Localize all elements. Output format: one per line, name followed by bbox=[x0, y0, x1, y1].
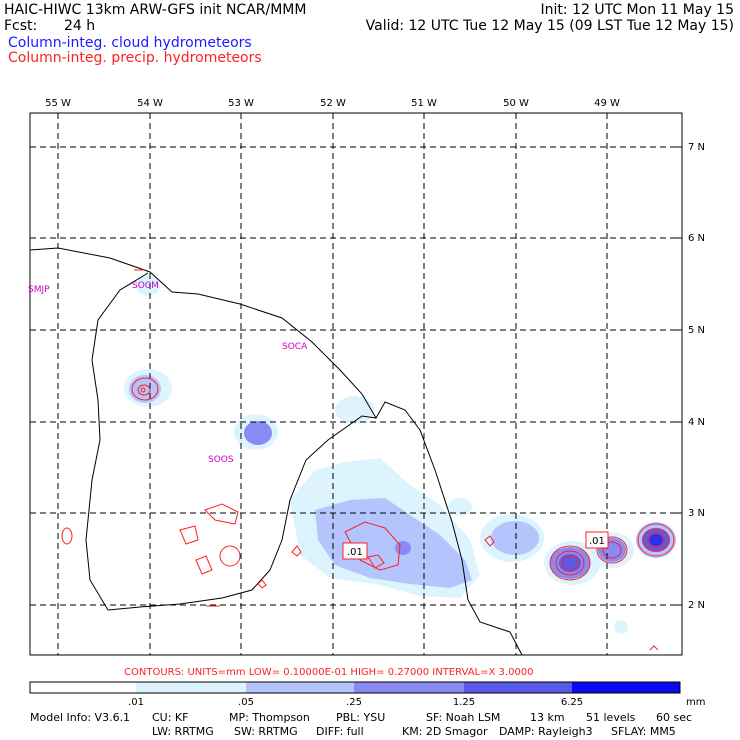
cumulus-scheme: CU: KF bbox=[152, 711, 189, 724]
plot-title: HAIC-HIWC 13km ARW-GFS init NCAR/MMM bbox=[4, 2, 307, 18]
contour-value-label: .01 bbox=[589, 536, 605, 547]
lat-label: 3 N bbox=[688, 508, 705, 519]
contour-label-boxes bbox=[342, 531, 609, 560]
grid-spacing: 13 km bbox=[530, 711, 565, 724]
legend-cloud-hydrometeors: Column-integ. cloud hydrometeors bbox=[8, 35, 252, 51]
pbl-scheme: PBL: YSU bbox=[336, 711, 386, 724]
time-step: 60 sec bbox=[656, 711, 693, 724]
lon-label: 50 W bbox=[503, 98, 529, 109]
damping-option: DAMP: Rayleigh3 bbox=[499, 725, 593, 738]
lon-label: 53 W bbox=[228, 98, 254, 109]
surface-scheme: SF: Noah LSM bbox=[426, 711, 501, 724]
lat-label: 6 N bbox=[688, 233, 705, 244]
station-label: SMJP bbox=[28, 285, 50, 295]
contour-info: CONTOURS: UNITS=mm LOW= 0.10000E-01 HIGH… bbox=[124, 667, 534, 678]
init-time: Init: 12 UTC Mon 11 May 15 bbox=[540, 2, 734, 18]
station-label: SOCA bbox=[282, 342, 308, 352]
coastline bbox=[29, 247, 523, 656]
lon-label: 49 W bbox=[594, 98, 620, 109]
lat-label: 4 N bbox=[688, 417, 705, 428]
lon-label: 55 W bbox=[45, 98, 71, 109]
model-version: Model Info: V3.6.1 bbox=[30, 711, 131, 724]
latitude-labels: 7 N 6 N 5 N 4 N 3 N 2 N bbox=[688, 142, 705, 611]
tick-marks bbox=[674, 146, 682, 606]
contour-value-label: .01 bbox=[347, 547, 363, 558]
station-label: SOOS bbox=[208, 455, 234, 465]
lat-label: 5 N bbox=[688, 325, 705, 336]
precip-contours bbox=[61, 269, 675, 651]
colorbar-tick: 6.25 bbox=[561, 697, 583, 708]
map-frame bbox=[29, 112, 683, 656]
longitude-labels: 55 W 54 W 53 W 52 W 51 W 50 W 49 W bbox=[45, 98, 620, 109]
longwave-scheme: LW: RRTMG bbox=[152, 725, 214, 738]
lon-label: 54 W bbox=[137, 98, 163, 109]
colorbar-ticks: .01 .05 .25 1.25 6.25 mm bbox=[128, 697, 705, 708]
colorbar-units: mm bbox=[686, 697, 705, 708]
surface-layer-option: SFLAY: MM5 bbox=[611, 725, 676, 738]
forecast-label: Fcst: bbox=[4, 18, 38, 34]
microphysics-scheme: MP: Thompson bbox=[229, 711, 310, 724]
contour-value-labels: .01 .01 bbox=[347, 536, 605, 558]
km-option: KM: 2D Smagor bbox=[402, 725, 488, 738]
lon-label: 51 W bbox=[411, 98, 437, 109]
grid-lines bbox=[30, 113, 682, 655]
legend-precip-hydrometeors: Column-integ. precip. hydrometeors bbox=[8, 50, 262, 66]
vertical-levels: 51 levels bbox=[586, 711, 636, 724]
colorbar bbox=[29, 681, 681, 694]
forecast-value: 24 h bbox=[64, 18, 96, 34]
lat-label: 7 N bbox=[688, 142, 705, 153]
station-labels: SMJP SOCM SOCA SOOS bbox=[28, 281, 308, 465]
colorbar-tick: .01 bbox=[128, 697, 144, 708]
lat-label: 2 N bbox=[688, 600, 705, 611]
valid-time: Valid: 12 UTC Tue 12 May 15 (09 LST Tue … bbox=[365, 18, 734, 34]
station-label: SOCM bbox=[132, 281, 159, 291]
colorbar-tick: 1.25 bbox=[453, 697, 475, 708]
shortwave-scheme: SW: RRTMG bbox=[234, 725, 298, 738]
colorbar-tick: .05 bbox=[238, 697, 254, 708]
lon-label: 52 W bbox=[320, 98, 346, 109]
colorbar-tick: .25 bbox=[346, 697, 362, 708]
diffusion-option: DIFF: full bbox=[316, 725, 364, 738]
